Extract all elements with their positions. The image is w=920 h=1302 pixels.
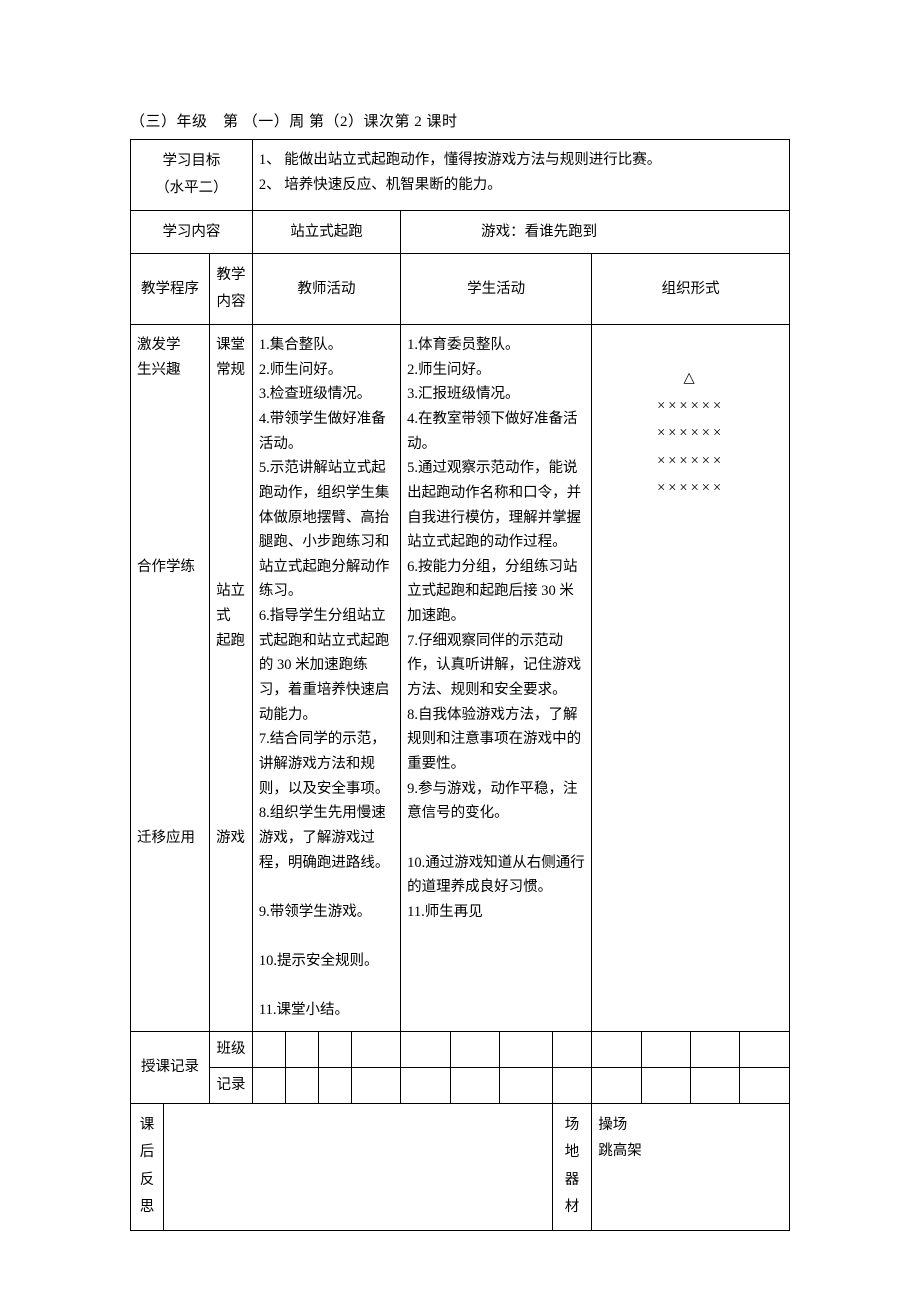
- col-sact: 学生活动: [401, 254, 592, 325]
- rec-cell-6: [450, 1067, 499, 1103]
- record-rec-label: 记录: [210, 1067, 253, 1103]
- content-label: 学习内容: [131, 210, 253, 254]
- class-cell-2: [285, 1032, 318, 1068]
- rec-cell-5: [401, 1067, 450, 1103]
- reflect-label: 课 后 反 思: [131, 1103, 164, 1230]
- rec-cell-1: [252, 1067, 285, 1103]
- objectives-text: 1、 能做出站立式起跑动作，懂得按游戏方法与规则进行比赛。 2、 培养快速反应、…: [252, 140, 789, 211]
- class-cell-1: [252, 1032, 285, 1068]
- class-cell-6: [450, 1032, 499, 1068]
- rec-cell-12: [740, 1067, 790, 1103]
- record-label: 授课记录: [131, 1032, 210, 1104]
- sact-cell: 1.体育委员整队。 2.师生问好。 3.汇报班级情况。 4.在教室带领下做好准备…: [401, 325, 592, 1032]
- venue-cell: 操场 跳高架: [592, 1103, 790, 1230]
- content-left: 站立式起跑: [252, 210, 400, 254]
- rec-cell-2: [285, 1067, 318, 1103]
- reflect-cell: [163, 1103, 552, 1230]
- col-tact: 教师活动: [252, 254, 400, 325]
- class-cell-12: [740, 1032, 790, 1068]
- class-cell-8: [552, 1032, 592, 1068]
- class-cell-11: [691, 1032, 740, 1068]
- class-cell-9: [592, 1032, 641, 1068]
- tcontent-cell: 课堂常规 站立式 起跑 游戏: [210, 325, 253, 1032]
- rec-cell-9: [592, 1067, 641, 1103]
- objectives-label: 学习目标 （水平二）: [131, 140, 253, 211]
- record-class-label: 班级: [210, 1032, 253, 1068]
- col-form: 组织形式: [592, 254, 790, 325]
- rec-cell-3: [318, 1067, 351, 1103]
- col-prog: 教学程序: [131, 254, 210, 325]
- class-cell-7: [499, 1032, 552, 1068]
- rec-cell-4: [351, 1067, 400, 1103]
- rec-cell-10: [641, 1067, 690, 1103]
- page-header: （三）年级 第 （一）周 第（2）课次第 2 课时: [130, 110, 790, 131]
- col-tcontent: 教学内容: [210, 254, 253, 325]
- tact-cell: 1.集合整队。 2.师生问好。 3.检查班级情况。 4.带领学生做好准备活动。 …: [252, 325, 400, 1032]
- venue-label: 场 地 器 材: [552, 1103, 592, 1230]
- rec-cell-7: [499, 1067, 552, 1103]
- formation-cell: △ ×××××× ×××××× ×××××× ××××××: [592, 325, 790, 1032]
- class-cell-10: [641, 1032, 690, 1068]
- content-right: 游戏：看谁先跑到: [401, 210, 790, 254]
- class-cell-4: [351, 1032, 400, 1068]
- prog-cell: 激发学 生兴趣 合作学练 迁移应用: [131, 325, 210, 1032]
- class-cell-5: [401, 1032, 450, 1068]
- class-cell-3: [318, 1032, 351, 1068]
- rec-cell-8: [552, 1067, 592, 1103]
- lesson-plan-table: 学习目标 （水平二） 1、 能做出站立式起跑动作，懂得按游戏方法与规则进行比赛。…: [130, 139, 790, 1231]
- rec-cell-11: [691, 1067, 740, 1103]
